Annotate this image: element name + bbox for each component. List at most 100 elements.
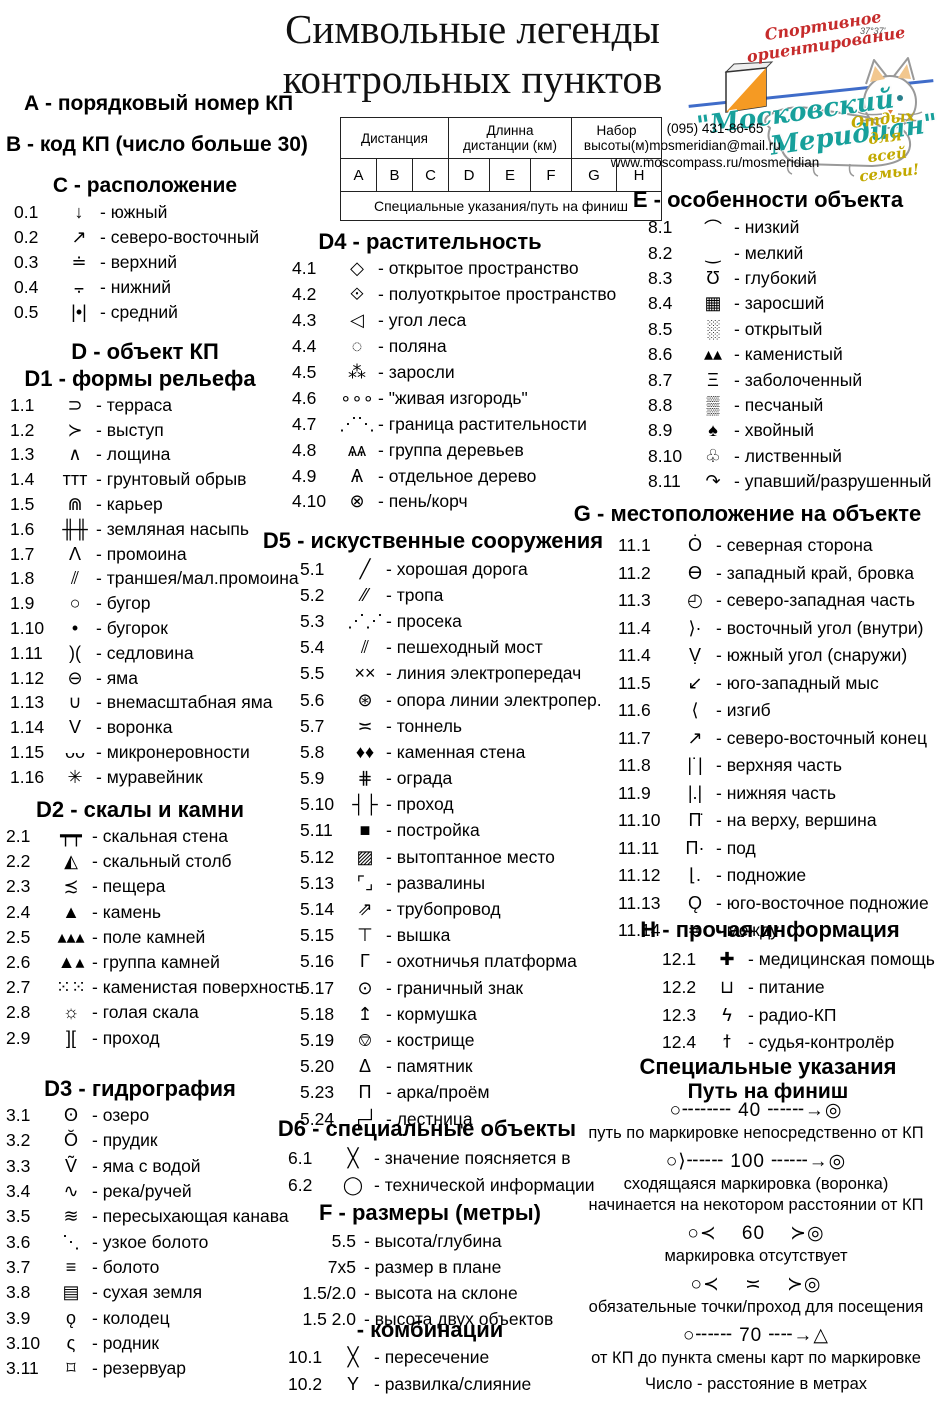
item-label: - южный угол (снаружи)	[716, 645, 908, 666]
item-symbol-icon: ◇	[350, 258, 364, 279]
item-symbol-icon: ⊤	[357, 925, 373, 946]
col-climb: Набор высоты(м)	[571, 117, 662, 159]
section-d2-header: D2 - скалы и камни	[35, 797, 244, 822]
item-label: - камень	[92, 901, 162, 922]
item-number: 2.6	[6, 952, 31, 973]
item-symbol-icon: ⌊.	[688, 865, 702, 886]
item-label: - высота/глубина	[364, 1230, 502, 1251]
item-symbol-icon: Δ	[358, 1056, 372, 1077]
item-label: - пещера	[92, 876, 166, 897]
section-d5-header: D5 - искуственные сооружения	[262, 528, 604, 553]
legend-item: 3.5 ≋ - пересыхающая канава	[6, 1204, 289, 1229]
section-d-header: D - объект КП	[71, 339, 219, 364]
item-label: - резервуар	[92, 1358, 186, 1379]
section-d1-header: D1 - формы рельефа	[24, 366, 256, 391]
legend-item: 1.12 ⊖ - яма	[10, 666, 299, 691]
item-number: 5.7	[300, 715, 325, 736]
legend-item: 11.1 Ȯ - северная сторона	[618, 532, 929, 560]
item-label: - технической информации	[374, 1175, 595, 1195]
section-c-list: 0.1 ↓ - южный 0.2 ↗ - северо-восточный 0…	[14, 200, 259, 325]
item-symbol-icon: ░	[706, 318, 720, 339]
item-symbol-icon: ⋱	[62, 1231, 80, 1252]
item-label: - под	[716, 837, 756, 858]
legend-item: 12.1 ✚ - медицинская помощь	[662, 946, 935, 974]
legend-item: 4.7 ⋰⋱ - граница растительности	[292, 411, 616, 437]
item-label: - вытоптанное место	[386, 846, 555, 867]
item-symbol-icon: ⟨	[691, 700, 699, 721]
item-number: 2.8	[6, 1002, 31, 1023]
item-label: - кострище	[386, 1029, 475, 1050]
finish-diagram-icon: ○≺ ≍ ≻◎	[690, 1274, 822, 1295]
item-number: 2.3	[6, 876, 31, 897]
legend-item: 8.1 ⌒ - низкий	[648, 215, 931, 240]
item-number: 1.7	[10, 543, 35, 564]
legend-item: 11.3 ◴ - северо-западная часть	[618, 587, 929, 615]
item-number: 1.5	[10, 494, 35, 515]
legend-item: 4.2 ⟐ - полуоткрытое пространство	[292, 282, 616, 308]
legend-item: 0.2 ↗ - северо-восточный	[14, 225, 259, 250]
legend-item: 11.11 П· - под	[618, 835, 929, 863]
legend-item: 5.8 ♦♦ - каменная стена	[300, 739, 602, 765]
finish-diagram-icon: ○╌╌╌╌ 40 ╌╌╌→◎	[669, 1100, 843, 1121]
item-symbol-icon: ≋	[63, 1206, 79, 1227]
item-label: - муравейник	[96, 766, 203, 787]
item-number: 5.16	[300, 951, 335, 972]
item-label: - седловина	[96, 642, 194, 663]
finish-diagram-caption: маркировка отсутствует	[664, 1247, 848, 1265]
legend-item: 12.3 ϟ - радио-КП	[662, 1001, 935, 1029]
item-number: 1.13	[10, 692, 45, 713]
item-label: - упавший/разрушенный	[734, 471, 932, 492]
item-label: - яма с водой	[92, 1155, 201, 1176]
item-number: 5.19	[300, 1029, 335, 1050]
item-label: - линия электропередач	[386, 663, 582, 684]
item-symbol-icon: ┯┯	[60, 826, 82, 847]
finish-diagram-icon: ○⟩╌╌╌ 100 ╌╌╌→◎	[665, 1151, 847, 1172]
item-label: - открытый	[734, 318, 823, 339]
item-symbol-icon: ≍	[357, 715, 373, 736]
item-symbol-icon: ⌒	[704, 218, 722, 239]
item-label: - лощина	[96, 444, 171, 465]
item-number: 8.2	[648, 242, 673, 263]
item-number: 1.12	[10, 667, 45, 688]
item-number: 1.3	[10, 444, 35, 465]
legend-item: 8.7 Ξ - заболоченный	[648, 367, 931, 392]
col-distance: Дистанция	[340, 117, 449, 159]
item-number: 0.5	[14, 302, 39, 322]
item-label: - развалины	[386, 872, 486, 893]
legend-item: 11.10 П̇ - на верху, вершина	[618, 807, 929, 835]
item-symbol-icon: ᴗᴗ	[64, 742, 86, 763]
item-label: - юго-западный мыс	[716, 672, 879, 693]
legend-item: 5.3 ⋰⋰ - просека	[300, 608, 602, 634]
legend-item: 1.8 ⫽ - траншея/мал.промоина	[10, 567, 299, 592]
item-symbol-icon: ☼	[62, 1002, 80, 1023]
item-label: - болото	[92, 1256, 160, 1277]
item-number: 3.3	[6, 1155, 31, 1176]
legend-item: 8.10 ♧ - лиственный	[648, 444, 931, 469]
item-symbol-icon: ∧	[68, 444, 82, 465]
item-label: - просека	[386, 610, 462, 631]
website-url: www.moscompass.ru/mosmeridian	[610, 155, 820, 170]
item-symbol-icon: ◁	[350, 310, 364, 331]
item-symbol-icon: Ṿ	[688, 645, 701, 666]
item-symbol-icon: |•|	[71, 302, 87, 322]
legend-item: 2.6 ▲▴ - группа камней	[6, 950, 304, 975]
legend-item: 11.6 ⟨ - изгиб	[618, 697, 929, 725]
item-symbol-icon: Ǫ	[687, 892, 702, 913]
legend-item: 8.6 ▴▴ - каменистый	[648, 342, 931, 367]
legend-item: 3.10 ς - родник	[6, 1331, 289, 1356]
item-label: - пересечение	[374, 1347, 490, 1367]
item-label: - между	[716, 920, 779, 941]
finish-diagram-caption: от КП до пункта смены карт по маркировке	[591, 1349, 921, 1367]
section-g-list: 11.1 Ȯ - северная сторона 11.2 Ɵ - запад…	[618, 532, 929, 945]
item-symbol-icon: ↥	[357, 1003, 373, 1024]
section-d2-list: 2.1 ┯┯ - скальная стена 2.2 ◭ - скальный…	[6, 824, 304, 1051]
item-label: - северо-восточный конец	[716, 727, 928, 748]
item-number: 12.3	[662, 1004, 697, 1025]
size-item: 7x5 - размер в плане	[296, 1254, 553, 1280]
item-label: - подножие	[716, 865, 807, 886]
item-symbol-icon: ǫ	[65, 1307, 76, 1328]
legend-item: 5.19 ⎊ - кострище	[300, 1027, 602, 1053]
legend-item: 10.2 Y - развилка/слияние	[288, 1371, 531, 1398]
item-symbol-icon: V	[68, 717, 81, 738]
legend-item: 4.1 ◇ - открытое пространство	[292, 256, 616, 282]
